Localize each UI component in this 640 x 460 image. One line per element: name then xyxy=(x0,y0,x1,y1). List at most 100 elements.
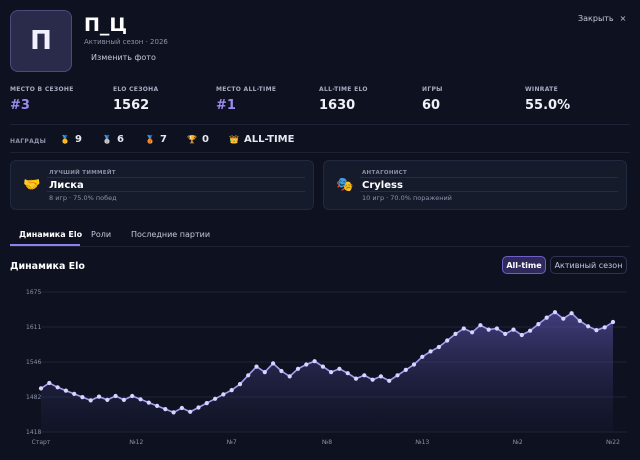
stat-label-alltime-rank: МЕСТО ALL-TIME xyxy=(216,86,277,93)
avatar[interactable]: П xyxy=(10,10,72,72)
data-point xyxy=(63,388,68,393)
handshake-icon: 🤝 xyxy=(23,177,41,193)
data-point xyxy=(428,349,433,354)
stat-label-season-elo: ELO СЕЗОНА xyxy=(113,86,159,93)
stat-label-games: ИГРЫ xyxy=(422,86,443,93)
data-point xyxy=(470,330,475,335)
data-point xyxy=(329,370,334,375)
data-point xyxy=(403,367,408,372)
data-point xyxy=(586,324,591,329)
data-point xyxy=(262,370,267,375)
stat-label-alltime-elo: ALL-TIME ELO xyxy=(319,86,368,93)
data-point xyxy=(304,362,309,367)
data-point xyxy=(353,376,359,381)
data-point xyxy=(287,374,292,379)
alltime-toggle[interactable]: All-time xyxy=(502,256,546,274)
elo-area xyxy=(41,312,613,432)
elo-chart: 1675 1611 1546 1482 1418 Старт №12 №7 №8 №13 №2 №2… xyxy=(26,289,627,446)
stat-value-games: 60 xyxy=(422,98,441,113)
data-point xyxy=(47,380,52,386)
antagonist-card[interactable]: 🎭 АНТАГОНИСТ Cryless 10 игр · 70.0% пора… xyxy=(323,160,627,210)
card-divider xyxy=(360,177,618,178)
y-tick-label: 1611 xyxy=(26,324,41,331)
data-point xyxy=(246,373,251,378)
data-point xyxy=(511,327,516,332)
data-point xyxy=(196,405,201,410)
masks-icon: 🎭 xyxy=(336,177,354,193)
award-silver-count: 6 xyxy=(116,134,124,145)
data-point xyxy=(55,385,60,390)
tab-elo-dynamics[interactable]: Динамика Elo xyxy=(19,230,83,239)
x-tick-label: Старт xyxy=(32,439,51,446)
data-point xyxy=(113,393,118,399)
data-point xyxy=(552,310,558,315)
x-tick-label: №12 xyxy=(129,439,143,446)
award-bronze-count: 7 xyxy=(159,134,167,145)
data-point xyxy=(80,395,85,400)
data-point xyxy=(229,388,234,393)
data-point xyxy=(362,373,367,378)
stat-value-season-rank: #3 xyxy=(10,98,30,113)
award-alltime-label: ALL-TIME xyxy=(243,134,295,145)
data-point xyxy=(494,326,499,331)
chart-title: Динамика Elo xyxy=(10,261,85,272)
data-point xyxy=(271,361,276,366)
card-divider xyxy=(360,191,618,192)
teammate-meta: 8 игр · 75.0% побед xyxy=(49,194,117,202)
active-tab-indicator xyxy=(10,244,80,246)
data-point xyxy=(528,328,533,333)
divider xyxy=(10,124,630,125)
data-point xyxy=(295,366,301,371)
data-point xyxy=(561,316,566,321)
data-point xyxy=(146,400,151,405)
data-point xyxy=(121,397,126,402)
y-tick-label: 1418 xyxy=(26,429,41,436)
data-point xyxy=(453,331,458,336)
awards-label: НАГРАДЫ xyxy=(10,138,47,145)
data-point xyxy=(163,407,168,412)
data-point xyxy=(445,338,450,343)
stat-label-season-rank: МЕСТО В СЕЗОНЕ xyxy=(10,86,74,93)
x-tick-label: №2 xyxy=(513,439,523,446)
x-tick-label: №7 xyxy=(227,439,237,446)
data-point xyxy=(478,323,483,328)
data-point xyxy=(411,362,417,367)
silver-medal-icon: 🥈 xyxy=(102,135,112,144)
antagonist-name: Cryless xyxy=(362,180,403,191)
tab-recent-games[interactable]: Последние партии xyxy=(131,230,211,239)
y-tick-label: 1546 xyxy=(26,359,41,366)
data-point xyxy=(320,364,325,369)
award-gold-count: 9 xyxy=(74,134,82,145)
card-kicker: ЛУЧШИЙ ТИММЕЙТ xyxy=(49,170,116,176)
antagonist-meta: 10 игр · 70.0% поражений xyxy=(362,194,452,202)
crown-icon: 👑 xyxy=(229,135,239,144)
gold-medal-icon: 🥇 xyxy=(60,135,70,144)
y-tick-label: 1675 xyxy=(26,289,41,296)
data-point xyxy=(38,386,44,391)
data-point xyxy=(544,315,549,320)
award-silver: 🥈 6 xyxy=(102,134,124,145)
bronze-medal-icon: 🥉 xyxy=(145,135,155,144)
award-alltime: 👑 ALL-TIME xyxy=(229,134,294,145)
tab-roles[interactable]: Роли xyxy=(91,230,112,239)
data-point xyxy=(179,405,184,411)
data-point xyxy=(395,373,400,378)
season-subtitle: Активный сезон · 2026 xyxy=(84,38,168,46)
data-point xyxy=(312,359,317,364)
data-point xyxy=(486,327,491,332)
award-gold: 🥇 9 xyxy=(60,134,82,145)
data-point xyxy=(213,396,218,401)
data-point xyxy=(138,397,143,402)
data-point xyxy=(155,403,160,408)
change-photo-button[interactable]: Изменить фото xyxy=(91,53,156,62)
close-button[interactable]: Закрыть × xyxy=(578,14,626,23)
data-point xyxy=(254,364,259,369)
close-icon: × xyxy=(619,14,627,23)
best-teammate-card[interactable]: 🤝 ЛУЧШИЙ ТИММЕЙТ Лиска 8 игр · 75.0% поб… xyxy=(10,160,314,210)
stat-label-winrate: WINRATE xyxy=(525,86,558,93)
x-tick-label: №8 xyxy=(322,439,332,446)
active-season-toggle[interactable]: Активный сезон xyxy=(550,256,627,274)
data-point xyxy=(569,311,574,316)
data-point xyxy=(519,332,524,338)
data-point xyxy=(602,325,607,330)
